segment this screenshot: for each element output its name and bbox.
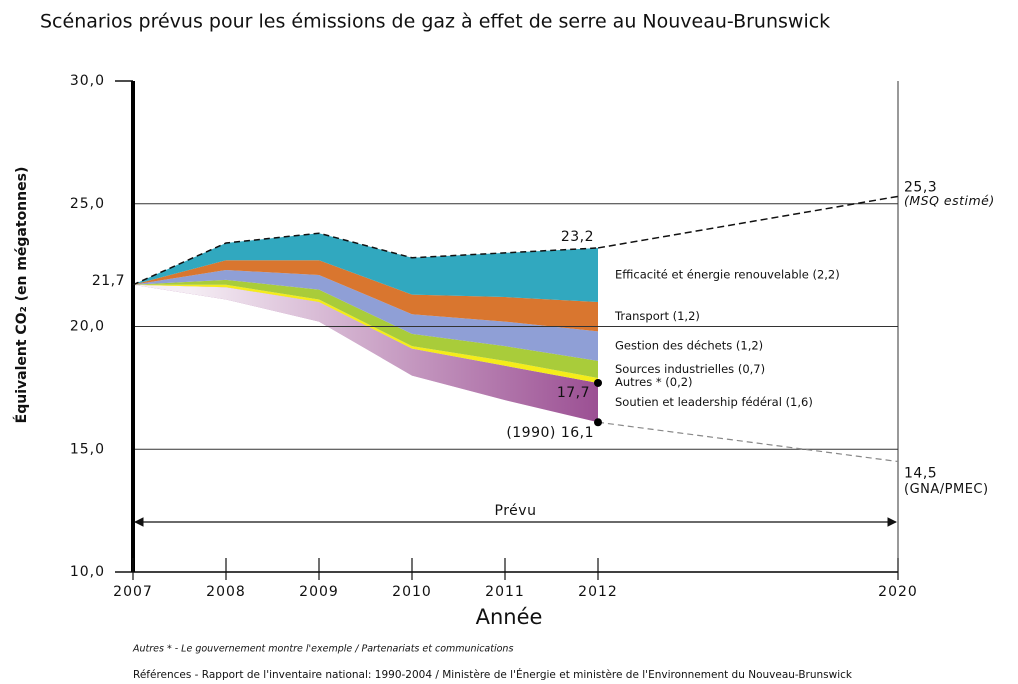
- projection-line: [597, 421, 899, 463]
- y-tick-label: 25,0: [70, 196, 105, 212]
- series-label: Sources industrielles (0,7): [615, 362, 765, 376]
- value-label: 17,7: [557, 385, 590, 401]
- y-tick-label: 30,0: [70, 73, 105, 89]
- start-label: 21,7: [92, 273, 125, 289]
- area: [133, 233, 598, 302]
- projection-note: (GNA/PMEC): [904, 482, 989, 497]
- point: [594, 418, 602, 427]
- scenario-line: [132, 232, 599, 286]
- area-fade: [133, 284, 598, 423]
- area: [133, 260, 598, 332]
- series-label: Soutien et leadership fédéral (1,6): [615, 395, 813, 409]
- x-axis-label: Année: [476, 605, 543, 629]
- x-tick-label: 2007: [113, 584, 153, 600]
- projection-line: [597, 195, 899, 249]
- x-tick-label: 2010: [392, 584, 432, 600]
- y-tick-label: 15,0: [70, 441, 105, 457]
- area: [133, 284, 598, 383]
- area: [133, 279, 598, 379]
- projection-note: (MSQ estimé): [904, 193, 995, 208]
- x-tick-label: 2011: [485, 584, 525, 600]
- x-tick-label: 2020: [878, 584, 918, 600]
- series-label: Efficacité et énergie renouvelable (2,2): [615, 267, 840, 281]
- value-label: 25,3: [904, 179, 937, 195]
- x-tick-label: 2009: [299, 584, 339, 600]
- series-label: Gestion des déchets (1,2): [615, 339, 763, 353]
- footnote: Références - Rapport de l'inventaire nat…: [133, 668, 853, 681]
- y-axis-label: Équivalent CO₂ (en mégatonnes): [13, 167, 30, 424]
- y-tick-label: 20,0: [70, 319, 105, 335]
- series-label: Autres * (0,2): [615, 375, 693, 389]
- x-tick-label: 2008: [206, 584, 246, 600]
- area: [133, 270, 598, 361]
- value-label: (1990) 16,1: [506, 425, 594, 441]
- chart-title: Scénarios prévus pour les émissions de g…: [40, 11, 830, 33]
- series-label: Transport (1,2): [614, 309, 700, 323]
- value-label: 14,5: [904, 466, 937, 482]
- point: [594, 378, 602, 387]
- period-label: Prévu: [495, 503, 537, 519]
- x-tick-label: 2012: [578, 584, 618, 600]
- value-label: 23,2: [561, 229, 594, 245]
- y-tick-label: 10,0: [70, 564, 105, 580]
- footnote: Autres * - Le gouvernement montre l'exem…: [132, 644, 513, 655]
